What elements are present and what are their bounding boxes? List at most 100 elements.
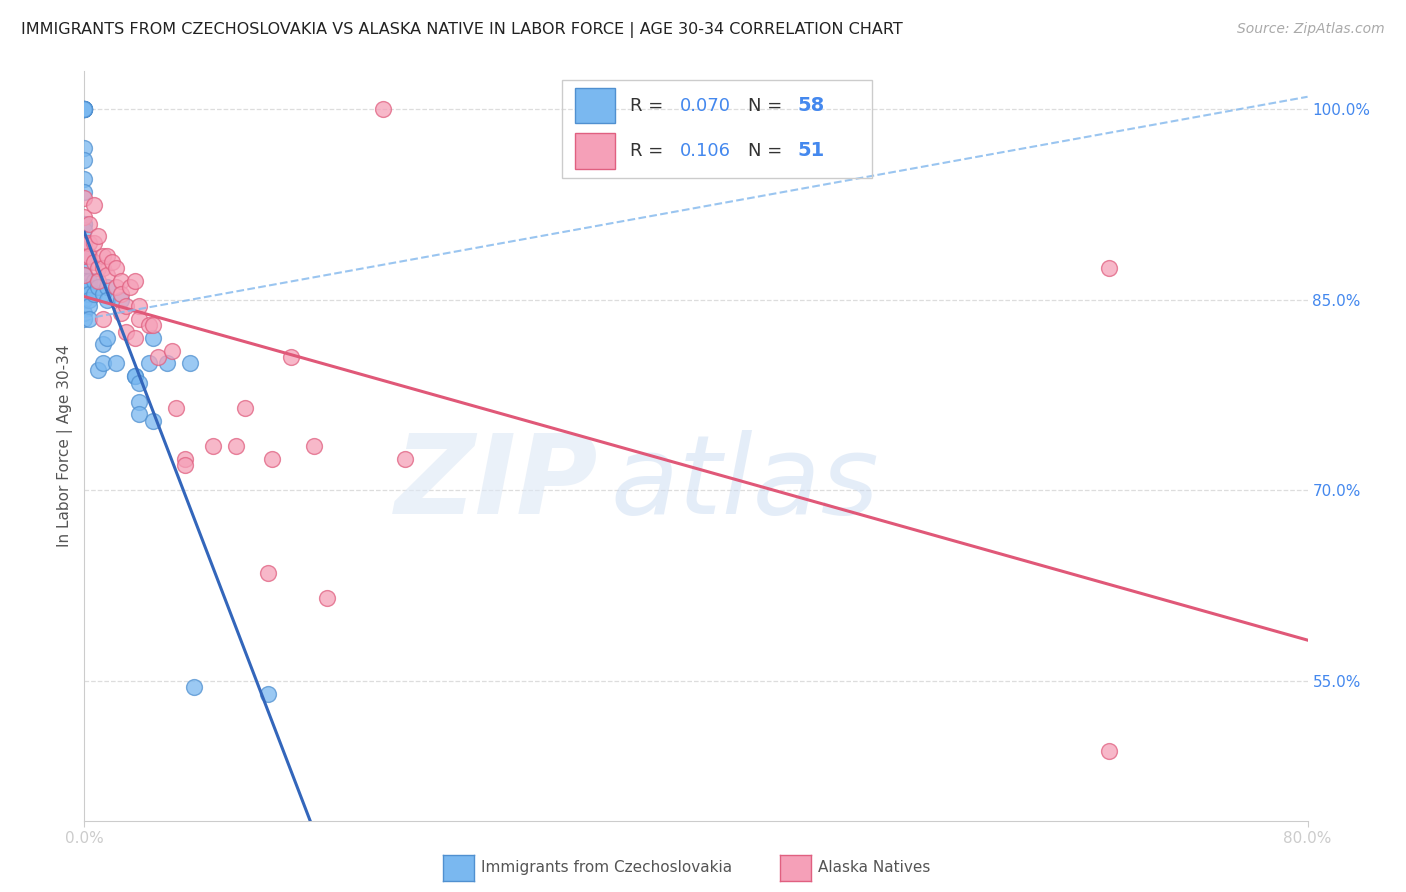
Text: N =: N =	[748, 142, 787, 160]
Point	[160, 343, 183, 358]
Text: atlas: atlas	[610, 430, 879, 537]
Point	[73, 274, 96, 288]
Point	[201, 439, 224, 453]
Point	[73, 312, 96, 326]
Point	[105, 280, 128, 294]
Point	[73, 242, 96, 256]
Point	[73, 248, 96, 262]
Point	[73, 172, 96, 186]
Point	[87, 280, 110, 294]
Text: R =: R =	[630, 142, 669, 160]
Point	[73, 223, 96, 237]
Point	[1098, 261, 1121, 276]
Point	[91, 248, 114, 262]
Point	[73, 268, 96, 282]
Point	[105, 261, 128, 276]
Text: ZIP: ZIP	[395, 430, 598, 537]
Point	[280, 350, 302, 364]
Point	[91, 261, 114, 276]
Point	[262, 451, 284, 466]
Point	[96, 280, 118, 294]
Point	[83, 235, 105, 250]
Point	[142, 414, 165, 428]
Point	[73, 248, 96, 262]
Point	[73, 103, 96, 117]
Point	[142, 318, 165, 333]
Text: Alaska Natives: Alaska Natives	[818, 861, 931, 875]
Point	[73, 103, 96, 117]
Point	[77, 312, 100, 326]
Point	[87, 229, 110, 244]
Point	[77, 248, 100, 262]
Point	[128, 394, 150, 409]
Point	[165, 401, 187, 415]
Point	[91, 286, 114, 301]
Point	[1098, 744, 1121, 758]
Y-axis label: In Labor Force | Age 30-34: In Labor Force | Age 30-34	[58, 344, 73, 548]
Point	[73, 103, 96, 117]
Point	[77, 293, 100, 307]
Point	[110, 306, 132, 320]
Point	[73, 261, 96, 276]
Point	[142, 331, 165, 345]
Point	[120, 280, 142, 294]
Point	[302, 439, 325, 453]
Point	[371, 103, 394, 117]
Point	[138, 356, 160, 370]
Text: 0.106: 0.106	[681, 142, 731, 160]
Point	[110, 274, 132, 288]
Text: Source: ZipAtlas.com: Source: ZipAtlas.com	[1237, 22, 1385, 37]
Point	[77, 248, 100, 262]
Point	[96, 268, 118, 282]
Point	[124, 369, 146, 384]
Point	[73, 140, 96, 154]
Point	[96, 293, 118, 307]
Point	[73, 280, 96, 294]
Point	[83, 274, 105, 288]
Point	[183, 681, 205, 695]
Point	[101, 255, 124, 269]
Point	[87, 261, 110, 276]
Point	[96, 331, 118, 345]
Point	[124, 369, 146, 384]
Text: 51: 51	[797, 142, 825, 161]
Point	[73, 217, 96, 231]
Point	[73, 248, 96, 262]
Point	[156, 356, 179, 370]
Text: N =: N =	[748, 97, 787, 115]
Point	[128, 299, 150, 313]
Point	[179, 356, 201, 370]
Point	[110, 293, 132, 307]
Point	[394, 451, 416, 466]
Text: IMMIGRANTS FROM CZECHOSLOVAKIA VS ALASKA NATIVE IN LABOR FORCE | AGE 30-34 CORRE: IMMIGRANTS FROM CZECHOSLOVAKIA VS ALASKA…	[21, 22, 903, 38]
Point	[73, 268, 96, 282]
Point	[174, 451, 197, 466]
Point	[96, 248, 118, 262]
Point	[138, 318, 160, 333]
Point	[124, 274, 146, 288]
Point	[257, 566, 280, 580]
Point	[87, 363, 110, 377]
Point	[105, 356, 128, 370]
Point	[114, 325, 136, 339]
Point	[73, 274, 96, 288]
Point	[316, 591, 339, 606]
Point	[73, 211, 96, 225]
Point	[83, 197, 105, 211]
Point	[73, 191, 96, 205]
Point	[77, 274, 100, 288]
Point	[73, 306, 96, 320]
Point	[73, 103, 96, 117]
Point	[91, 356, 114, 370]
Point	[77, 299, 100, 313]
Point	[73, 293, 96, 307]
Point	[73, 103, 96, 117]
Point	[73, 103, 96, 117]
Point	[110, 286, 132, 301]
Bar	[575, 88, 614, 123]
Point	[91, 337, 114, 351]
Point	[73, 103, 96, 117]
Text: 0.070: 0.070	[681, 97, 731, 115]
Point	[73, 103, 96, 117]
Point	[83, 286, 105, 301]
